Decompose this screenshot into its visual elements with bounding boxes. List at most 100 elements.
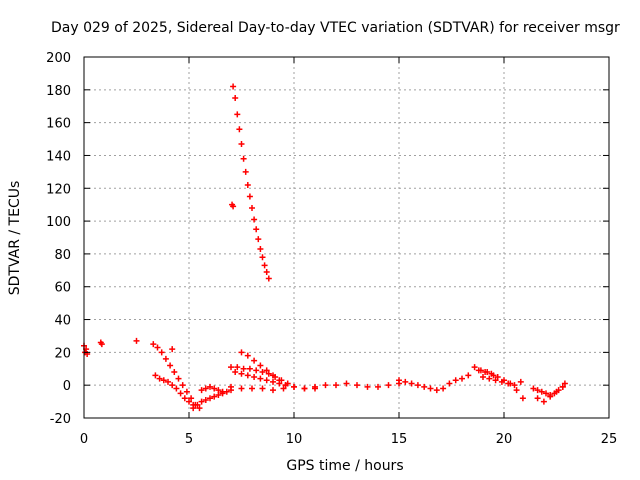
y-tick-label: 0 [63,379,71,394]
data-point [261,262,268,269]
data-point [162,355,169,362]
data-point [255,236,262,243]
data-point [505,380,512,387]
data-point [538,388,545,395]
data-point [272,373,279,380]
data-point [364,383,371,390]
data-point [152,372,159,379]
series-isolated-4h [169,346,176,353]
data-point [301,385,308,392]
data-point [257,245,264,252]
data-point [196,405,203,412]
y-tick-label: -20 [50,412,71,427]
data-point [228,383,234,390]
data-point [230,203,237,210]
data-point [482,369,489,376]
data-point [175,375,182,382]
data-point [427,385,434,392]
data-point [211,393,218,400]
data-point [498,378,505,385]
data-point [188,395,195,402]
data-point [244,181,251,188]
data-point [98,341,105,348]
data-point [333,382,339,389]
data-point [276,380,283,387]
data-point [238,370,245,377]
data-point [257,362,264,369]
data-point [530,385,537,392]
data-point [257,375,264,382]
data-point [282,382,289,389]
data-point [263,377,270,384]
data-point [534,395,541,402]
series-cluster-15-17h [396,377,459,394]
data-point [408,380,415,387]
data-point [471,364,478,371]
data-point [375,383,381,390]
data-point [354,382,360,389]
y-tick-label: 200 [46,51,71,66]
data-point [246,193,253,200]
data-point [263,367,270,374]
data-point [534,387,541,394]
y-tick-label: 40 [54,314,71,329]
data-point [519,395,526,402]
data-point [156,375,163,382]
data-point [322,382,329,389]
y-tick-label: 60 [54,281,71,296]
data-point [253,226,260,233]
data-point [238,385,245,392]
data-point [150,341,157,348]
data-point [179,382,186,389]
data-point [513,387,520,394]
y-tick-label: 80 [54,248,71,263]
data-point [259,385,266,392]
data-point [480,373,486,380]
data-point [228,364,234,371]
data-point [402,378,409,385]
data-point [234,364,241,371]
series-arc-19-21h-a [475,367,526,402]
x-tick-label: 10 [286,432,303,447]
data-point [440,385,447,392]
data-point [414,382,421,389]
data-point [232,95,239,102]
data-point [265,370,272,377]
x-tick-label: 0 [80,432,88,447]
data-point [181,395,188,402]
series-spike-track [230,83,272,282]
data-point [202,385,209,392]
data-point [475,367,482,374]
data-point [211,385,218,392]
x-tick-label: 25 [601,432,618,447]
data-point [488,370,495,377]
x-tick-label: 15 [391,432,408,447]
series-bump-6h [198,383,226,395]
data-point [158,349,165,356]
data-point [486,375,493,382]
data-point [160,377,167,384]
data-point [492,377,499,384]
y-axis-label: SDTVAR / TECUs [7,181,23,296]
data-point [385,382,392,389]
data-point [246,365,253,372]
data-point [517,378,524,385]
data-point [253,367,260,374]
data-point [251,216,258,223]
data-point [547,393,554,400]
data-point [270,387,276,394]
data-point [259,369,266,376]
data-point [167,362,174,369]
data-point [242,168,249,175]
data-point [249,385,255,392]
plot-frame [83,56,610,419]
data-point [238,140,245,147]
series-arc-19-21h-b [480,373,524,389]
series-flat-10-15h [301,380,402,392]
data-point [259,254,266,261]
series-early-isolated [81,337,140,358]
data-point [240,155,247,162]
data-point [165,378,171,385]
x-axis-label: GPS time / hours [286,458,403,474]
